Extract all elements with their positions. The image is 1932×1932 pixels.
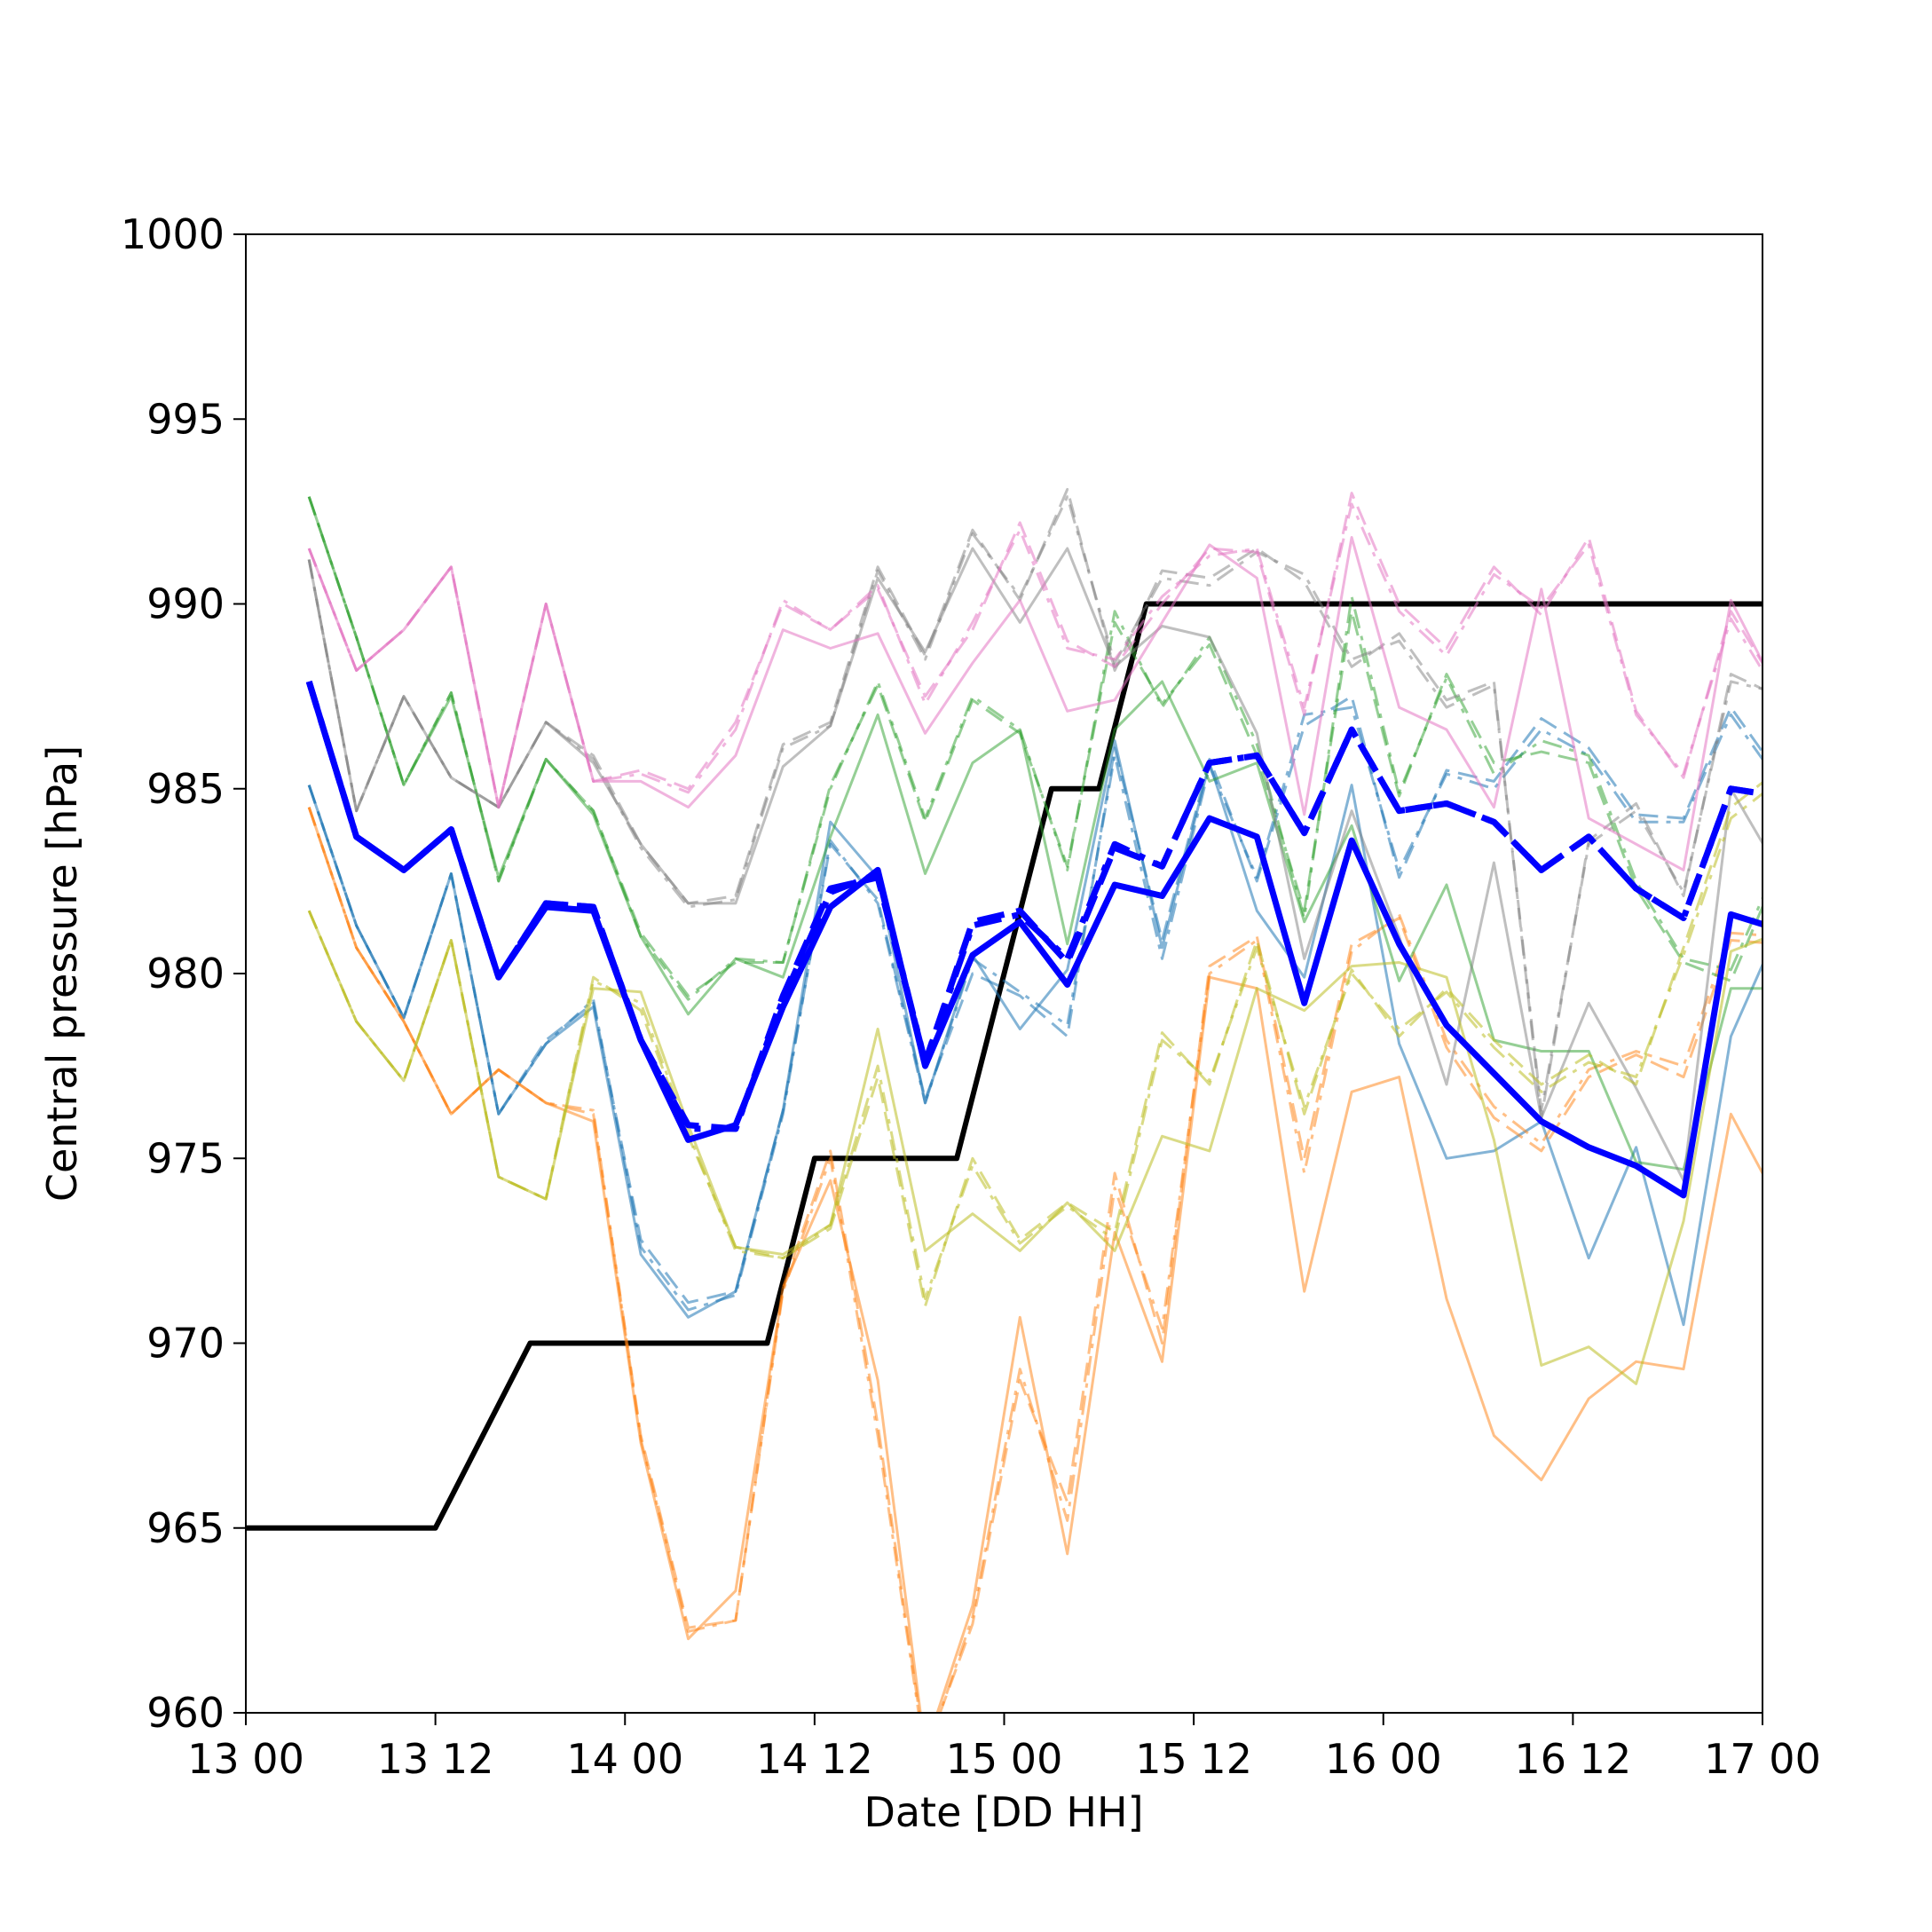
x-tick-label: 13 12 xyxy=(377,1735,494,1783)
y-axis: 960 965 970 975 980 985 990 995 1000 xyxy=(121,210,246,1737)
x-tick-label: 15 00 xyxy=(946,1735,1063,1783)
series-line-17 xyxy=(307,780,1762,1308)
x-tick-label: 13 00 xyxy=(187,1735,304,1783)
x-tick-label: 16 00 xyxy=(1325,1735,1442,1783)
series-line-12 xyxy=(307,495,1762,1112)
y-tick-label: 980 xyxy=(146,950,225,998)
y-tick-label: 960 xyxy=(146,1689,225,1737)
x-tick-label: 16 12 xyxy=(1515,1735,1632,1783)
series-line-0 xyxy=(246,601,1762,1531)
x-tick-label: 14 00 xyxy=(566,1735,683,1783)
y-tick-label: 970 xyxy=(146,1320,225,1368)
y-tick-label: 965 xyxy=(146,1504,225,1552)
series-layer xyxy=(246,487,1762,1713)
x-axis-label: Date [DD HH] xyxy=(863,1788,1143,1836)
y-tick-label: 1000 xyxy=(121,210,225,258)
series-line-21 xyxy=(305,680,1762,1132)
series-line-9 xyxy=(307,496,1762,1001)
x-tick-label: 14 12 xyxy=(756,1735,873,1783)
y-tick-label: 975 xyxy=(146,1134,225,1182)
y-tick-label: 995 xyxy=(146,395,225,443)
series-line-15 xyxy=(307,502,1762,809)
series-line-1 xyxy=(307,739,1762,1327)
series-line-6 xyxy=(307,807,1762,1713)
series-line-2 xyxy=(307,695,1762,1305)
series-line-8 xyxy=(307,496,1762,998)
x-axis: 13 00 13 12 14 00 14 12 15 00 15 12 16 00 16 12… xyxy=(187,1713,1821,1783)
y-axis-label: Central pressure [hPa] xyxy=(38,745,86,1202)
y-tick-label: 985 xyxy=(146,765,225,813)
series-line-14 xyxy=(307,492,1762,809)
x-tick-label: 15 12 xyxy=(1135,1735,1252,1783)
series-line-3 xyxy=(307,706,1762,1312)
series-line-16 xyxy=(307,910,1762,1385)
x-tick-label: 17 00 xyxy=(1704,1735,1821,1783)
y-tick-label: 990 xyxy=(146,580,225,628)
series-line-19 xyxy=(305,680,1762,1199)
series-line-20 xyxy=(305,680,1762,1132)
